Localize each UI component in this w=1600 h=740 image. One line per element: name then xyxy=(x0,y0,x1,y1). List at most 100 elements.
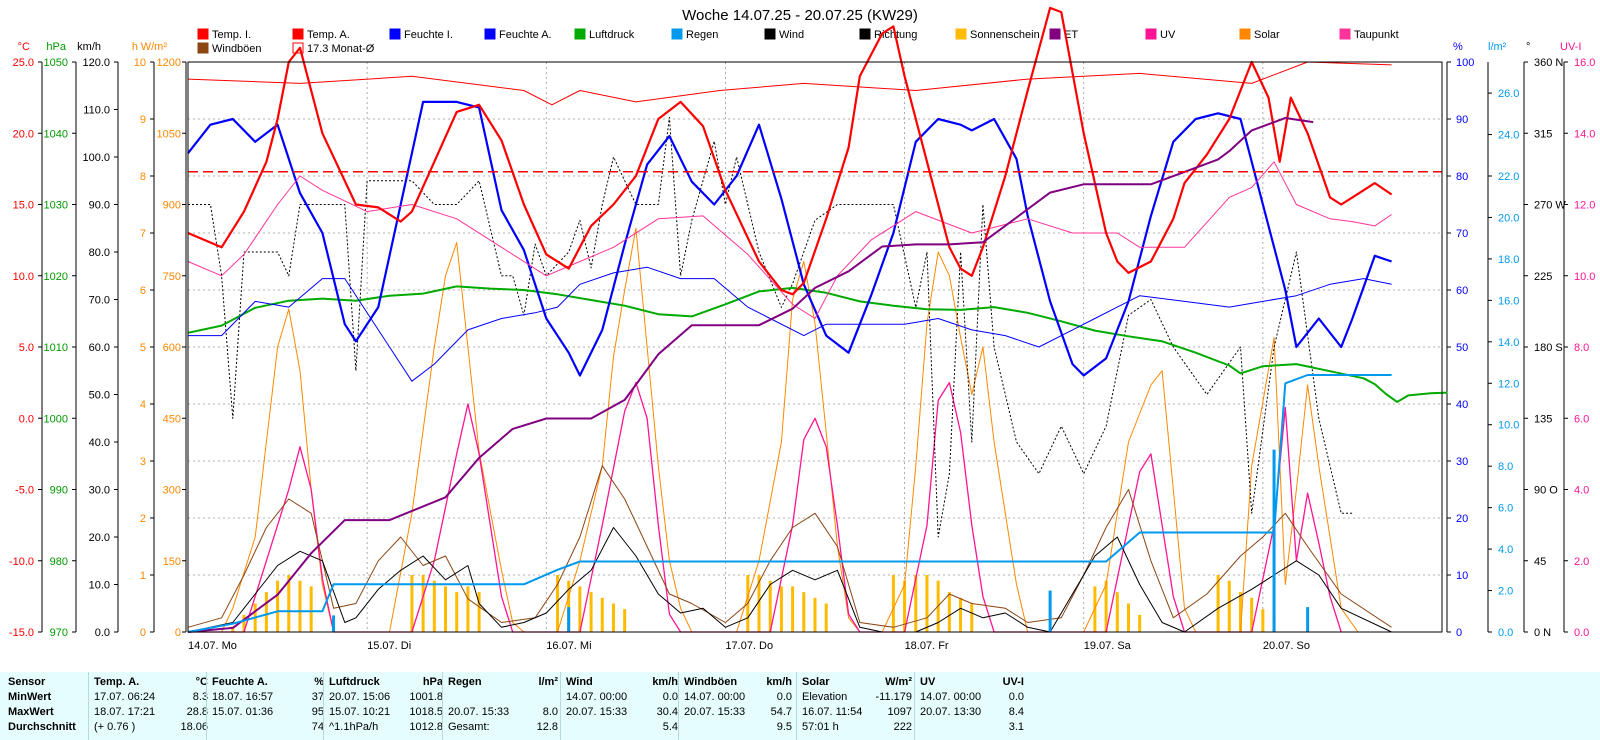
axis-unit-wind: km/h xyxy=(77,41,101,53)
stats-separator xyxy=(560,672,561,740)
stats-cell: 74 xyxy=(311,721,324,733)
day-label: 15.07. Di xyxy=(367,640,411,652)
stats-cell: % xyxy=(314,676,324,688)
sonnenschein-bar xyxy=(813,597,817,632)
legend-label: Windböen xyxy=(212,43,262,55)
stats-cell: MaxWert xyxy=(8,706,54,718)
stats-cell: km/h xyxy=(766,676,792,688)
axis-label-humidity: 40 xyxy=(1456,399,1468,411)
sonnenschein-bar xyxy=(970,603,974,632)
axis-label-temp: 20.0 xyxy=(13,128,34,140)
stats-cell: Temp. A. xyxy=(94,676,140,688)
legend-label: Solar xyxy=(1254,29,1280,41)
sonnenschein-bar xyxy=(623,609,627,632)
legend: Temp. I. Temp. A. Feuchte I. Feuchte A. Luft… xyxy=(197,28,1399,55)
axis-label-wind: 60.0 xyxy=(89,342,110,354)
axis-label-solar: 450 xyxy=(163,413,181,425)
stats-separator xyxy=(678,672,679,740)
sonnenschein-bar xyxy=(1115,592,1119,632)
stats-cell: 3.1 xyxy=(1008,721,1024,733)
day-label: 17.07. Do xyxy=(725,640,773,652)
legend-label: Sonnenschein xyxy=(970,29,1040,41)
stats-cell: 14.07. 00:00 xyxy=(920,691,982,703)
legend-label: UV xyxy=(1160,29,1176,41)
stats-separator xyxy=(914,672,915,740)
legend-label: Feuchte I. xyxy=(404,29,453,41)
axis-label-uv: 6.0 xyxy=(1574,413,1589,425)
axis-label-uv: 8.0 xyxy=(1574,342,1589,354)
axis-label-wind: 80.0 xyxy=(89,247,110,259)
stats-cell: 1012.8 xyxy=(409,721,443,733)
luftdruck-line xyxy=(187,285,1448,403)
stats-cell: 0.0 xyxy=(662,691,678,703)
legend-label: Taupunkt xyxy=(1354,29,1399,41)
sonnenschein-bar xyxy=(589,592,593,632)
sonnenschein-bar xyxy=(264,592,268,632)
sonnenschein-bar xyxy=(768,580,772,632)
axis-label-uv: 0.0 xyxy=(1574,627,1589,639)
axis-label-wind: 100.0 xyxy=(82,152,110,164)
axis-label-uv: 14.0 xyxy=(1574,128,1595,140)
axis-label-direction: 180 S xyxy=(1534,342,1563,354)
legend-label: Temp. A. xyxy=(307,29,350,41)
sonnenschein-bar xyxy=(455,592,459,632)
axis-label-rain: 24.0 xyxy=(1498,130,1519,142)
stats-cell: 20.07. 13:30 xyxy=(920,706,982,718)
axis-label-uv: 10.0 xyxy=(1574,271,1595,283)
axis-label-pressure: 1050 xyxy=(44,57,68,69)
legend-swatch xyxy=(955,28,967,40)
sonnenschein-bar xyxy=(959,597,963,632)
axis-label-direction: 0 N xyxy=(1534,627,1551,639)
stats-cell: °C xyxy=(195,676,208,688)
axis-label-humidity: 60 xyxy=(1456,285,1468,297)
axis-label-sun: 6 xyxy=(140,285,146,297)
axis-unit-uv: UV-I xyxy=(1560,41,1581,53)
sonnenschein-bar xyxy=(1227,580,1231,632)
axes: 25.020.015.010.05.00.0-5.0-10.0-15.0°C10… xyxy=(9,41,1596,639)
axis-label-rain: 20.0 xyxy=(1498,212,1519,224)
axis-label-sun: 2 xyxy=(140,513,146,525)
axis-label-pressure: 1030 xyxy=(44,200,68,212)
stats-cell: 8.0 xyxy=(542,706,558,718)
axis-label-humidity: 80 xyxy=(1456,171,1468,183)
sonnenschein-bar xyxy=(410,575,414,632)
axis-label-direction: 45 xyxy=(1534,556,1546,568)
sonnenschein-bar xyxy=(914,575,918,632)
stats-cell: 28.8 xyxy=(186,706,208,718)
legend-swatch xyxy=(764,28,776,40)
axis-label-humidity: 100 xyxy=(1456,57,1474,69)
stats-cell: hPa xyxy=(422,676,443,688)
legend-swatch xyxy=(197,42,209,54)
axis-unit-sun: h xyxy=(132,41,138,53)
sonnenschein-bar xyxy=(466,586,470,632)
axis-label-direction: 135 xyxy=(1534,413,1552,425)
axis-label-direction: 90 O xyxy=(1534,485,1558,497)
sonnenschein-bar xyxy=(231,626,235,632)
axis-label-humidity: 70 xyxy=(1456,228,1468,240)
stats-cell: (+ 0.76 ) xyxy=(94,721,136,733)
stats-cell: Sensor xyxy=(8,676,46,688)
sonnenschein-bar xyxy=(1238,592,1242,632)
regen-bar xyxy=(1272,449,1276,632)
legend-swatch xyxy=(1145,28,1157,40)
stats-cell: Wind xyxy=(566,676,593,688)
axis-label-solar: 300 xyxy=(163,485,181,497)
axis-label-direction: 270 W xyxy=(1534,200,1566,212)
stats-cell: 17.07. 06:24 xyxy=(94,691,156,703)
sonnenschein-bar xyxy=(1250,597,1254,632)
axis-label-temp: 15.0 xyxy=(13,200,34,212)
legend-label: 17.3 Monat-Ø xyxy=(307,43,375,55)
axis-label-sun: 9 xyxy=(140,114,146,126)
day-label: 18.07. Fr xyxy=(905,640,949,652)
sonnenschein-bar xyxy=(791,586,795,632)
axis-unit-pressure: hPa xyxy=(46,41,66,53)
stats-cell: 16.07. 11:54 xyxy=(802,706,863,718)
regen-bar xyxy=(1048,590,1052,632)
stats-cell: W/m² xyxy=(885,676,912,688)
axis-label-pressure: 1040 xyxy=(44,128,68,140)
stats-cell: Regen xyxy=(448,676,482,688)
sonnenschein-bar xyxy=(309,586,313,632)
stats-cell: Durchschnitt xyxy=(8,721,76,733)
legend-label: Temp. I. xyxy=(212,29,251,41)
axis-label-rain: 12.0 xyxy=(1498,378,1519,390)
